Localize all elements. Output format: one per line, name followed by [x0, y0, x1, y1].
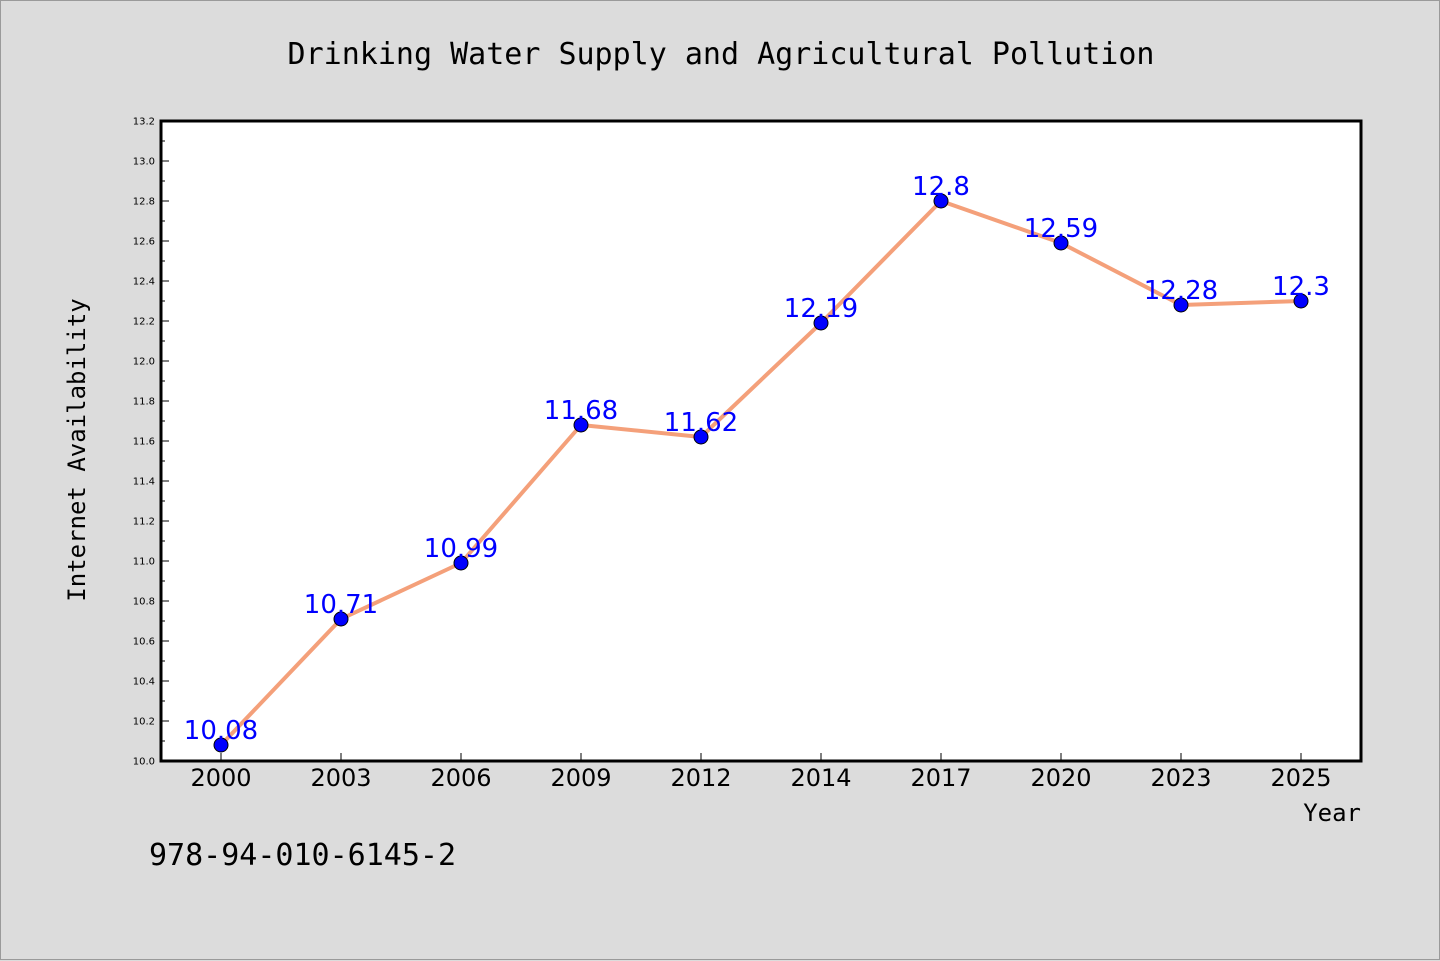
- data-label: 10.99: [424, 534, 498, 564]
- data-label: 10.08: [184, 716, 258, 746]
- x-axis-label: Year: [1303, 799, 1361, 827]
- y-tick-label: 11.8: [133, 397, 155, 408]
- x-tick-label: 2003: [310, 764, 371, 792]
- x-tick-label: 2009: [550, 764, 611, 792]
- x-tick-label: 2020: [1030, 764, 1091, 792]
- y-tick-label: 13.0: [133, 157, 155, 168]
- data-point: [1053, 235, 1069, 251]
- data-label: 12.8: [912, 172, 970, 202]
- series-line: [219, 199, 1303, 747]
- y-tick-label: 10.4: [133, 677, 155, 688]
- data-label: 12.3: [1272, 272, 1330, 302]
- data-point: [693, 429, 709, 445]
- y-tick-label: 12.8: [133, 197, 155, 208]
- data-point: [1293, 293, 1309, 309]
- y-tick-label: 11.4: [133, 477, 155, 488]
- data-point: [573, 417, 589, 433]
- data-point: [213, 737, 229, 753]
- y-axis-label: Internet Availability: [63, 298, 91, 601]
- y-tick-label: 10.2: [133, 717, 155, 728]
- data-label: 12.19: [784, 294, 858, 324]
- x-tick-label: 2012: [670, 764, 731, 792]
- data-point: [933, 193, 949, 209]
- data-point: [813, 315, 829, 331]
- data-label: 12.28: [1144, 276, 1218, 306]
- x-tick-label: 2000: [190, 764, 251, 792]
- x-tick-label: 2017: [910, 764, 971, 792]
- series-layer: 10.08 10.71 10.99 11.68 11.62 12.19 12.8 12.59 1…: [184, 172, 1330, 753]
- x-tick-label: 2023: [1150, 764, 1211, 792]
- x-tick-label: 2006: [430, 764, 491, 792]
- data-point: [333, 611, 349, 627]
- y-tick-label: 11.0: [133, 557, 155, 568]
- y-axis-ticks: 10.0 10.2 10.4 10.6 10.8 11.0 11.2 11.4 11.6 11.8…: [133, 117, 169, 768]
- data-point: [453, 555, 469, 571]
- y-tick-label: 11.2: [133, 517, 155, 528]
- y-tick-label: 11.6: [133, 437, 155, 448]
- y-tick-label: 10.6: [133, 637, 155, 648]
- y-tick-label: 12.2: [133, 317, 155, 328]
- data-label: 12.59: [1024, 214, 1098, 244]
- y-tick-label: 12.0: [133, 357, 155, 368]
- x-tick-label: 2014: [790, 764, 851, 792]
- y-tick-label: 10.8: [133, 597, 155, 608]
- data-label: 10.71: [304, 590, 378, 620]
- plot-area: [159, 119, 1363, 763]
- x-tick-label: 2025: [1270, 764, 1331, 792]
- y-tick-label: 12.4: [133, 277, 155, 288]
- y-tick-label: 12.6: [133, 237, 155, 248]
- isbn-annotation: 978-94-010-6145-2: [149, 838, 456, 873]
- data-label: 11.62: [664, 408, 738, 438]
- data-point: [1173, 297, 1189, 313]
- x-axis-ticks: 2000 2003 2006 2009 2012 2014 2017 2020 2023 2025: [190, 753, 1332, 792]
- chart-title: Drinking Water Supply and Agricultural P…: [288, 37, 1155, 72]
- y-tick-label: 10.0: [133, 757, 155, 768]
- y-tick-label: 13.2: [133, 117, 155, 128]
- data-label: 11.68: [544, 396, 618, 426]
